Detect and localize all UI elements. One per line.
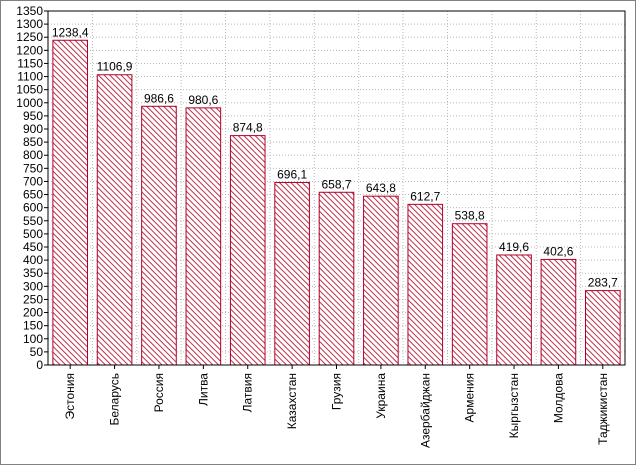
bar [229, 135, 266, 366]
bar [540, 258, 577, 366]
y-tick-label: 450 [23, 240, 43, 254]
y-tick-label: 850 [23, 135, 43, 149]
category-label: Россия [152, 373, 166, 412]
y-tick-label: 350 [23, 266, 43, 280]
data-label: 874,8 [233, 121, 263, 135]
y-tick-label: 1100 [17, 70, 43, 84]
y-tick-label: 400 [23, 253, 43, 267]
category-label: Кыргызстан [507, 373, 521, 438]
y-tick-label: 150 [23, 319, 43, 333]
category-label: Азербайджан [418, 373, 432, 448]
y-tick-label: 1250 [16, 30, 43, 44]
y-tick-label: 0 [36, 358, 43, 372]
y-tick-label: 900 [23, 122, 43, 136]
category-label: Грузия [330, 373, 344, 410]
bar [451, 223, 488, 366]
y-tick-label: 750 [23, 161, 43, 175]
category-label: Беларусь [108, 373, 122, 425]
bar [185, 107, 222, 366]
bar [584, 290, 621, 366]
bar [274, 181, 310, 366]
axis-layer: 0501001502002503003504004505005506006507… [16, 4, 626, 372]
category-label: Латвия [241, 373, 255, 412]
bar [52, 39, 89, 366]
data-label: 658,7 [321, 177, 351, 191]
data-label: 1238,4 [52, 25, 89, 39]
data-label: 696,1 [277, 167, 307, 181]
data-label: 980,6 [188, 93, 218, 107]
y-tick-label: 1000 [16, 96, 43, 110]
y-tick-label: 500 [23, 227, 43, 241]
y-tick-label: 50 [30, 345, 44, 359]
y-tick-label: 950 [23, 109, 43, 123]
bar [318, 191, 355, 366]
bars-layer [52, 39, 621, 366]
plot-border [47, 10, 626, 366]
y-tick-label: 800 [23, 148, 43, 162]
y-tick-label: 1050 [16, 83, 43, 97]
y-tick-label: 200 [23, 306, 43, 320]
data-label: 643,8 [366, 181, 396, 195]
y-tick-label: 600 [23, 201, 43, 215]
category-label: Молдова [551, 373, 565, 423]
y-tick-label: 1350 [16, 4, 43, 18]
y-tick-label: 100 [23, 332, 43, 346]
bar [96, 74, 133, 366]
y-tick-label: 250 [23, 292, 43, 306]
bar [363, 195, 399, 366]
category-label: Эстония [63, 373, 77, 420]
data-label: 419,6 [499, 240, 529, 254]
data-label: 612,7 [410, 189, 440, 203]
data-label: 402,6 [543, 244, 573, 258]
bar [141, 105, 177, 366]
data-label: 283,7 [588, 276, 618, 290]
y-tick-label: 1200 [16, 43, 43, 57]
labels-layer: 1238,4 Эстония 1106,9 Беларусь 986,6 Россия 98… [52, 25, 618, 448]
bar [496, 254, 532, 366]
category-label: Украина [374, 373, 388, 419]
category-label: Литва [196, 373, 210, 406]
data-label: 986,6 [144, 91, 174, 105]
data-label: 1106,9 [97, 60, 133, 74]
category-label: Армения [463, 373, 477, 422]
y-tick-label: 1300 [16, 17, 43, 31]
category-label: Казахстан [285, 373, 299, 429]
category-label: Таджикистан [596, 373, 610, 445]
y-tick-label: 1150 [17, 56, 43, 70]
bar [407, 203, 444, 366]
y-tick-label: 650 [23, 188, 43, 202]
y-tick-label: 700 [23, 174, 43, 188]
y-tick-label: 300 [23, 279, 43, 293]
y-tick-label: 550 [23, 214, 43, 228]
data-label: 538,8 [455, 209, 485, 223]
